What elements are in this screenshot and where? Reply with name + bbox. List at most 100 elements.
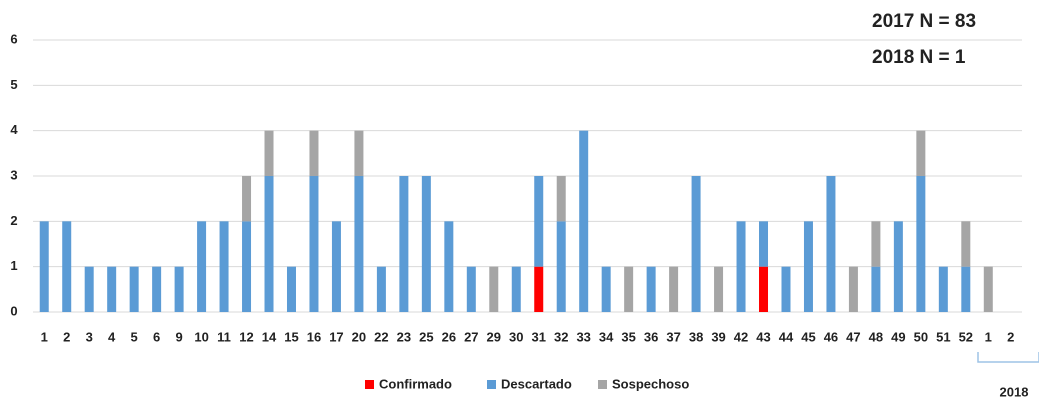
legend-label: Sospechoso: [612, 376, 689, 391]
bar-segment: [511, 266, 521, 312]
bar-segment: [309, 130, 319, 176]
y-tick-label: 3: [10, 167, 17, 182]
x-tick-label: 48: [869, 329, 883, 344]
x-tick-label: 23: [397, 329, 411, 344]
x-tick-label: 49: [891, 329, 905, 344]
annotation: 2018 N = 1: [872, 47, 966, 68]
group-bracket: [977, 352, 1039, 363]
bar-segment: [264, 176, 274, 312]
x-tick-label: 16: [307, 329, 321, 344]
bar-segment: [444, 221, 454, 312]
legend-swatch: [365, 380, 374, 389]
group-label: 2018: [1000, 384, 1029, 399]
bar-segment: [197, 221, 207, 312]
x-tick-label: 31: [532, 329, 546, 344]
bar-segment: [646, 266, 656, 312]
x-tick-label: 6: [153, 329, 160, 344]
bar-segment: [421, 176, 431, 312]
x-tick-label: 29: [487, 329, 501, 344]
x-tick-label: 4: [108, 329, 116, 344]
bar-segment: [107, 266, 117, 312]
bar-segment: [174, 266, 184, 312]
bar-segment: [759, 266, 769, 312]
x-tick-label: 9: [175, 329, 182, 344]
bar-segment: [961, 221, 971, 267]
x-tick-label: 26: [442, 329, 456, 344]
bar-segment: [781, 266, 791, 312]
bar-segment: [601, 266, 611, 312]
bar-segment: [331, 221, 341, 312]
bar-segment: [242, 221, 252, 312]
x-tick-label: 12: [239, 329, 253, 344]
bar-segment: [39, 221, 49, 312]
bar-segment: [871, 266, 881, 312]
x-tick-label: 30: [509, 329, 523, 344]
bar-segment: [983, 266, 993, 312]
bar-segment: [938, 266, 948, 312]
bar-segment: [826, 176, 836, 312]
x-tick-label: 44: [779, 329, 794, 344]
x-tick-label: 35: [621, 329, 635, 344]
bar-segment: [264, 130, 274, 176]
x-tick-label: 17: [329, 329, 343, 344]
x-tick-label: 14: [262, 329, 277, 344]
bar-segment: [579, 130, 589, 312]
annotation: 2017 N = 83: [872, 11, 976, 32]
legend-label: Confirmado: [379, 376, 452, 391]
bar-segment: [714, 266, 724, 312]
bar-segment: [376, 266, 386, 312]
x-tick-label: 39: [711, 329, 725, 344]
bar-segment: [556, 221, 566, 312]
x-tick-label: 27: [464, 329, 478, 344]
x-tick-label: 20: [352, 329, 366, 344]
x-tick-label: 22: [374, 329, 388, 344]
x-tick-label: 25: [419, 329, 433, 344]
x-tick-label: 45: [801, 329, 815, 344]
x-tick-label: 2: [1007, 329, 1014, 344]
bar-segment: [242, 176, 252, 222]
y-tick-label: 4: [10, 122, 18, 137]
bar-segment: [286, 266, 296, 312]
legend-swatch: [487, 380, 496, 389]
y-tick-label: 0: [10, 303, 17, 318]
x-tick-label: 52: [959, 329, 973, 344]
x-tick-label: 34: [599, 329, 614, 344]
x-tick-label: 37: [666, 329, 680, 344]
bar-segment: [399, 176, 409, 312]
bar-segment: [152, 266, 162, 312]
bar-segment: [893, 221, 903, 312]
bar-segment: [129, 266, 139, 312]
bar-segment: [219, 221, 229, 312]
bar-segment: [534, 176, 544, 267]
bar-segment: [62, 221, 72, 312]
bar-segment: [669, 266, 679, 312]
bar-segment: [803, 221, 813, 312]
x-tick-label: 38: [689, 329, 703, 344]
bar-segment: [961, 266, 971, 312]
bar-segment: [736, 221, 746, 312]
bar-segment: [309, 176, 319, 312]
x-tick-label: 10: [194, 329, 208, 344]
x-tick-label: 47: [846, 329, 860, 344]
x-tick-label: 43: [756, 329, 770, 344]
x-tick-label: 42: [734, 329, 748, 344]
x-tick-label: 5: [131, 329, 138, 344]
bar-segment: [354, 130, 364, 176]
bar-segment: [871, 221, 881, 267]
x-tick-label: 51: [936, 329, 950, 344]
y-tick-label: 6: [10, 31, 17, 46]
x-tick-label: 1: [41, 329, 48, 344]
bar-segment: [624, 266, 634, 312]
bar-segment: [466, 266, 476, 312]
bar-segment: [84, 266, 94, 312]
bar-segment: [916, 176, 926, 312]
y-tick-label: 5: [10, 77, 17, 92]
x-tick-label: 15: [284, 329, 298, 344]
y-tick-label: 2: [10, 213, 17, 228]
bar-segment: [489, 266, 499, 312]
x-tick-label: 50: [914, 329, 928, 344]
x-tick-label: 33: [576, 329, 590, 344]
bar-segment: [534, 266, 544, 312]
x-tick-label: 11: [217, 329, 231, 344]
